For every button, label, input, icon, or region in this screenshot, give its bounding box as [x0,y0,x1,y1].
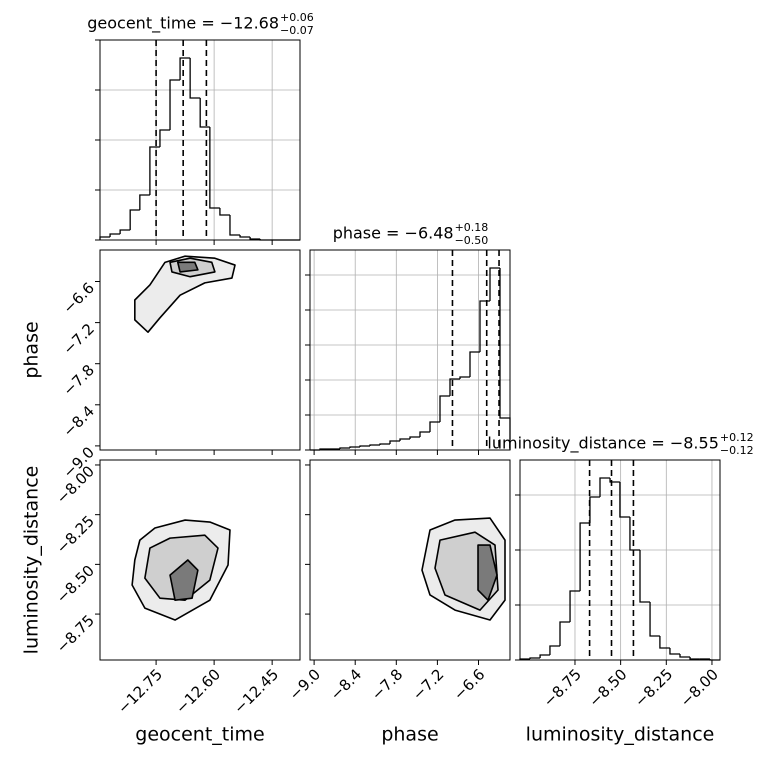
x-tick-label: −7.8 [368,665,406,703]
histogram-bin [619,482,630,518]
x-tick-label: −8.25 [631,665,676,710]
panel-frame [99,459,301,661]
y-tick-label: −8.50 [53,562,98,607]
y-tick-label: −7.8 [60,361,98,399]
x-tick-label: −12.45 [230,665,282,717]
x-tick-label: −7.2 [409,665,447,703]
histogram-bin [409,436,420,439]
histogram-bin [599,477,611,497]
x-axis-label: phase [381,724,438,746]
histogram-bin [689,657,700,660]
contour [134,255,236,333]
histogram-bin [169,79,181,130]
x-tick-label: −8.4 [327,665,365,703]
contour [477,544,498,601]
x-tick-label: −12.75 [114,665,166,717]
title-lower: −0.07 [280,24,314,37]
panel-title: luminosity_distance = −8.55 [487,434,718,454]
y-tick-label: −8.75 [53,611,98,656]
x-axis-label: geocent_time [135,724,264,746]
panel-title: phase = −6.48 [333,224,454,243]
histogram-bin [479,300,490,352]
histogram-bin [579,522,590,591]
histogram-bin [609,478,620,483]
x-axis-label: luminosity_distance [526,724,715,746]
x-tick-label: −8.75 [540,665,585,710]
histogram-bin [659,636,670,649]
histogram-bin [569,590,581,622]
histogram-bin [209,127,220,209]
y-tick-label: −6.6 [60,279,98,317]
panel-frame [309,249,511,451]
histogram-bin [369,444,380,446]
histogram-bin [199,98,210,128]
histogram-bin [589,496,600,523]
histogram-bin [239,235,251,238]
title-lower: −0.50 [455,234,489,247]
histogram-bin [229,215,241,236]
y-axis-label: luminosity_distance [21,466,43,655]
histogram-bin [559,621,571,646]
x-tick-label: −9.0 [286,665,324,703]
title-upper: +0.06 [280,11,314,24]
histogram-bin [629,517,640,551]
histogram-bin [339,447,350,449]
histogram-bin [449,378,460,396]
histogram-bin [159,129,171,147]
y-tick-label: −8.25 [53,512,98,557]
histogram-bin [679,654,691,658]
panel-frame [99,39,301,241]
histogram-bin [499,268,511,450]
histogram-bin [119,229,131,234]
contour [169,559,199,601]
histogram-bin [529,657,541,659]
histogram-bin [149,146,160,195]
panel-title: geocent_time = −12.68 [87,14,279,34]
title-lower: −0.12 [720,444,754,457]
histogram-bin [669,648,680,655]
histogram-bin [419,431,430,437]
panel-frame [99,249,301,451]
histogram-bin [359,445,370,447]
title-upper: +0.18 [455,221,489,234]
histogram-bin [549,645,560,655]
panel-frame [309,459,511,661]
histogram-bin [379,443,390,445]
histogram-bin [179,57,191,80]
x-tick-label: −8.00 [677,665,722,710]
histogram-bin [459,376,470,379]
histogram-bin [399,438,410,441]
histogram-bin [129,209,140,230]
histogram-bin [249,237,261,240]
histogram-bin [439,395,450,422]
x-tick-label: −6.6 [450,665,488,703]
histogram-bin [469,351,480,377]
y-tick-label: −8.4 [60,402,98,440]
histogram-bin [219,208,230,216]
histogram-bin [189,58,201,99]
histogram-bin [139,194,150,210]
histogram-bin [389,440,400,444]
title-upper: +0.12 [720,431,754,444]
panel-frame [519,459,721,661]
x-tick-label: −12.60 [172,665,224,717]
histogram-bin [349,446,360,448]
contour [176,261,199,273]
x-tick-label: −8.50 [585,665,630,710]
histogram-bin [429,421,440,432]
histogram-bin [639,550,651,603]
y-axis-label: phase [21,321,43,378]
histogram-bin [489,267,500,301]
y-tick-label: −7.2 [60,320,98,358]
histogram-bin [109,233,121,237]
histogram-bin [539,654,550,658]
histogram-bin [649,602,660,637]
